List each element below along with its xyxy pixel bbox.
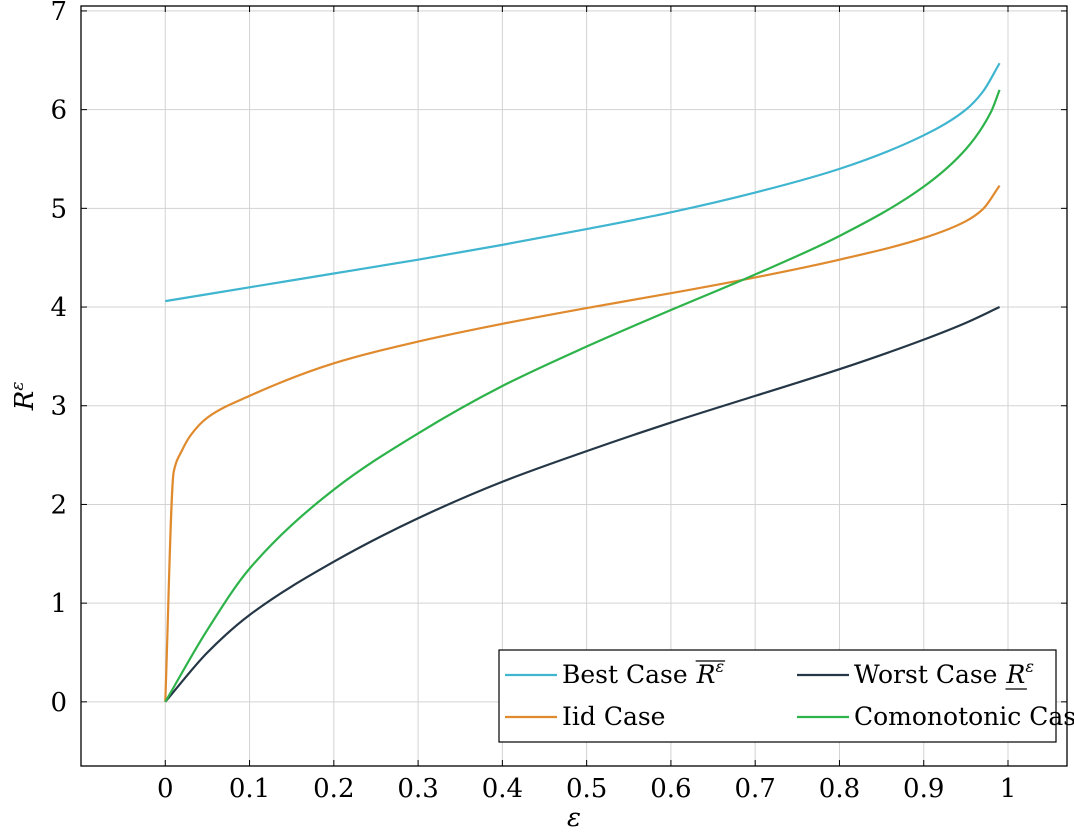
y-tick-labels: 0 1 2 3 4 5 6 7 — [50, 0, 67, 718]
y-axis-label: Rε — [8, 382, 40, 412]
x-tick-label: 0.8 — [819, 774, 860, 804]
x-tick-label: 0.6 — [650, 774, 691, 804]
series-line-comonotonic-case — [164, 89, 1001, 703]
y-tick-label: 5 — [50, 194, 67, 224]
x-tick-label: 0.5 — [566, 774, 607, 804]
series-layer — [164, 62, 1001, 703]
x-tick-label: 0.1 — [229, 774, 270, 804]
y-tick-label: 4 — [50, 293, 67, 323]
legend-math-base: R — [1005, 660, 1025, 689]
legend-math-superscript: ε — [1025, 657, 1034, 676]
y-tick-label: 2 — [50, 490, 67, 520]
y-tick-label: 6 — [50, 96, 67, 126]
legend-label-best-case: Best Case — [562, 660, 688, 689]
legend-math-worst-case: Rε — [1005, 657, 1033, 689]
legend-label-iid-case: Iid Case — [562, 702, 665, 731]
x-tick-label: 0.3 — [397, 774, 438, 804]
legend-math-base: R — [696, 660, 716, 689]
y-tick-label: 3 — [50, 392, 67, 422]
legend-label-worst-case: Worst Case — [854, 660, 997, 689]
legend-label-comonotonic-case: Comonotonic Case — [854, 702, 1074, 731]
legend-box — [498, 649, 1057, 743]
y-tick-label: 1 — [50, 589, 67, 619]
x-tick-labels: 0 0.1 0.2 0.3 0.4 0.5 0.6 0.7 0.8 0.9 1 — [157, 774, 1016, 804]
x-tick-label: 1 — [1000, 774, 1017, 804]
legend: Best Case Rε Worst Case Rε Iid Case Comonoton… — [498, 649, 1074, 743]
grid-lines — [81, 6, 1067, 766]
x-axis-label: ε — [567, 803, 581, 833]
x-tick-label: 0.2 — [313, 774, 354, 804]
x-tick-label: 0.4 — [482, 774, 523, 804]
x-tick-label: 0 — [157, 774, 174, 804]
series-line-iid-case — [164, 185, 1001, 702]
series-line-worst-case — [164, 306, 1001, 703]
x-tick-label: 0.7 — [735, 774, 776, 804]
y-tick-label: 7 — [50, 0, 67, 27]
x-tick-label: 0.9 — [903, 774, 944, 804]
tick-marks — [81, 6, 1067, 766]
legend-math-superscript: ε — [715, 657, 724, 676]
series-line-best-case — [165, 62, 1001, 303]
plot-frame — [80, 5, 1068, 767]
legend-math-best-case: Rε — [696, 657, 724, 689]
y-axis-label-superscript: ε — [8, 382, 28, 391]
y-axis-label-main: R — [10, 391, 40, 412]
y-tick-label: 0 — [50, 688, 67, 718]
